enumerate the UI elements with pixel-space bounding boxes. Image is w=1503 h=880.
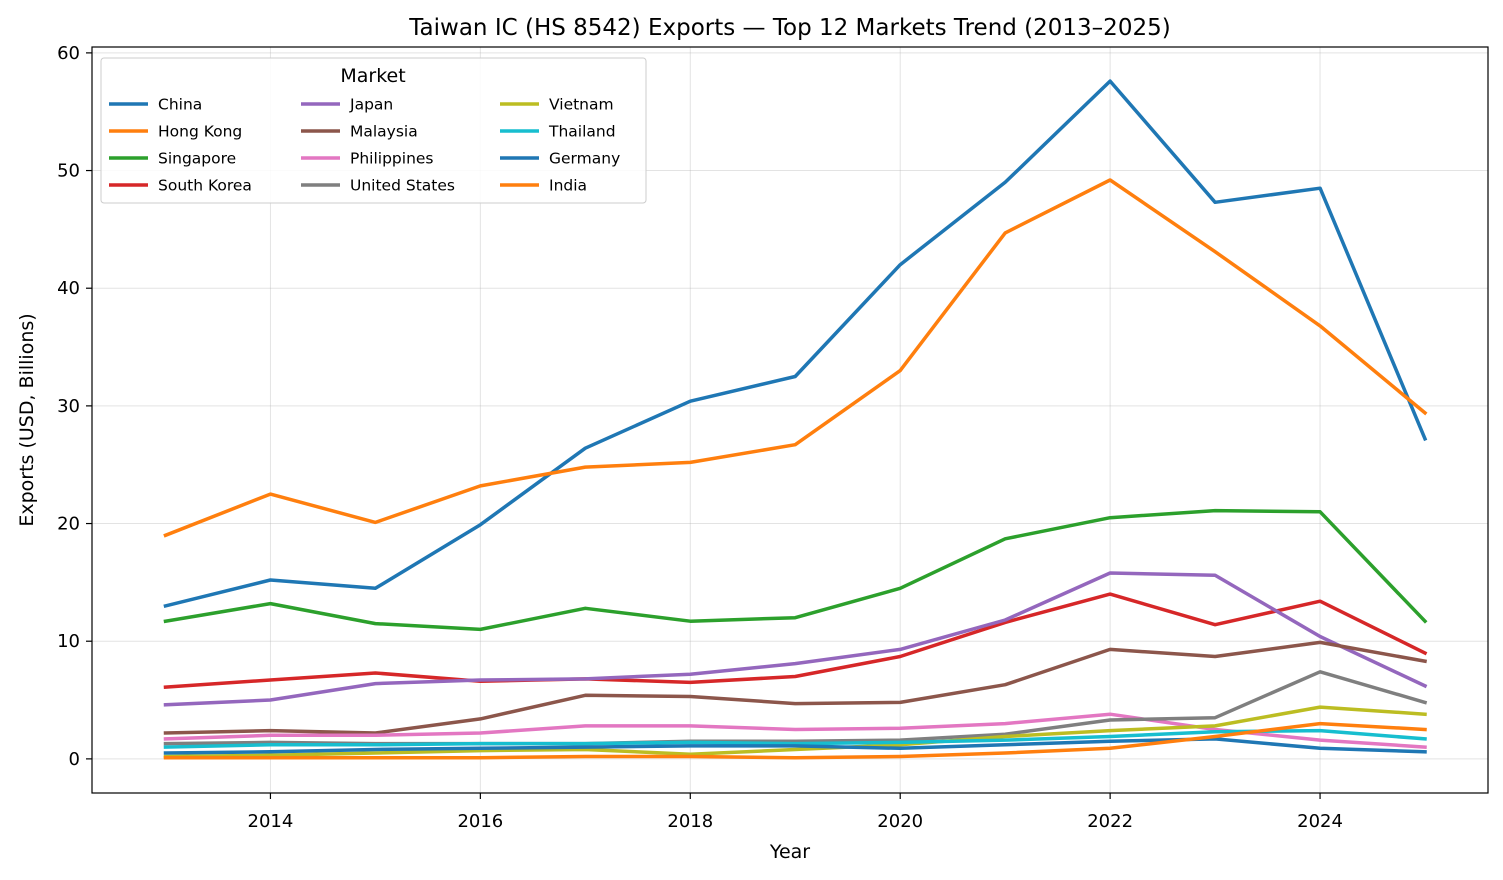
series-line-thailand (163, 728, 1427, 749)
legend-label: Singapore (158, 150, 236, 168)
legend-item-vietnam: Vietnam (500, 96, 614, 114)
y-tick-label: 40 (57, 278, 80, 299)
legend-item-south-korea: South Korea (109, 177, 252, 195)
y-axis-label: Exports (USD, Billions) (16, 313, 38, 526)
plot-frame (91, 46, 1489, 794)
legend-item-united-states: United States (301, 177, 455, 195)
legend-label: Hong Kong (158, 123, 242, 141)
series-layer (163, 79, 1428, 760)
legend-label: United States (350, 177, 455, 195)
series-line-south-korea (163, 592, 1428, 689)
x-tick-label: 2020 (877, 811, 923, 832)
legend-item-malaysia: Malaysia (301, 123, 418, 141)
x-tick-label: 2016 (457, 811, 503, 832)
series-line-hong-kong (163, 178, 1428, 538)
y-tick-label: 10 (57, 631, 80, 652)
legend-items: China Hong Kong Singapore South Korea Japan M… (109, 96, 620, 195)
legend-item-india: India (500, 177, 587, 195)
legend-label: South Korea (158, 177, 252, 195)
legend-item-hong-kong: Hong Kong (109, 123, 242, 141)
y-tick-label: 0 (69, 749, 80, 770)
legend-item-germany: Germany (500, 150, 620, 168)
series-line-philippines (163, 712, 1427, 749)
legend-label: Malaysia (350, 123, 418, 141)
legend-title: Market (340, 65, 405, 87)
legend-label: Vietnam (549, 96, 614, 114)
legend-item-singapore: Singapore (109, 150, 236, 168)
x-tick-label: 2024 (1297, 811, 1343, 832)
series-line-malaysia (163, 640, 1428, 735)
tick-layer: 2014 2016 2018 2020 2022 2024 0 10 20 30 40 50 60 (57, 43, 1343, 832)
series-line-singapore (163, 508, 1428, 632)
series-line-germany (163, 737, 1427, 755)
x-tick-label: 2018 (667, 811, 713, 832)
y-tick-label: 20 (57, 514, 80, 535)
legend-label: Germany (549, 150, 620, 168)
series-line-japan (163, 571, 1428, 707)
legend-label: India (549, 177, 587, 195)
grid-layer (92, 47, 1488, 793)
series-line-china (163, 79, 1428, 609)
legend-label: Philippines (350, 150, 434, 168)
series-line-india (163, 721, 1427, 760)
y-tick-label: 30 (57, 396, 80, 417)
legend-item-philippines: Philippines (301, 150, 434, 168)
legend-item-thailand: Thailand (500, 123, 616, 141)
legend: Market China Hong Kong Singapore South Kore… (100, 57, 647, 204)
legend-box (100, 57, 647, 204)
legend-label: China (158, 96, 202, 114)
x-tick-label: 2014 (248, 811, 294, 832)
series-line-vietnam (163, 705, 1427, 759)
legend-label: Japan (349, 96, 393, 114)
chart-title: Taiwan IC (HS 8542) Exports — Top 12 Mar… (408, 15, 1170, 41)
x-axis-label: Year (769, 841, 810, 863)
y-tick-label: 50 (57, 161, 80, 182)
y-tick-label: 60 (57, 43, 80, 64)
legend-item-china: China (109, 96, 202, 114)
legend-item-japan: Japan (301, 96, 393, 114)
x-tick-label: 2022 (1087, 811, 1133, 832)
legend-label: Thailand (548, 123, 616, 141)
